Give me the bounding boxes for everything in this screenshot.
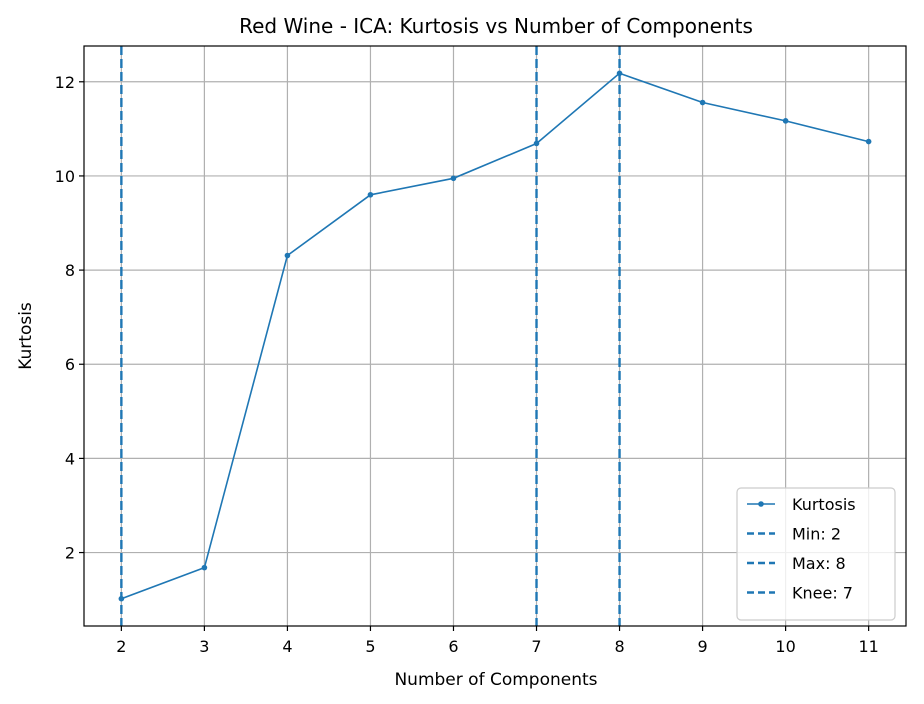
legend-item: Min: 2 xyxy=(747,525,841,544)
chart-title: Red Wine - ICA: Kurtosis vs Number of Co… xyxy=(239,14,753,38)
x-tick-label: 5 xyxy=(365,637,375,656)
y-axis-label: Kurtosis xyxy=(16,302,36,370)
x-axis: 2 3 4 5 6 7 8 9 10 11 xyxy=(116,626,879,656)
y-tick-label: 8 xyxy=(65,261,75,280)
y-tick-label: 6 xyxy=(65,355,75,374)
data-point xyxy=(367,191,374,198)
legend-item: Max: 8 xyxy=(747,554,846,573)
plot-frame xyxy=(83,45,907,627)
x-tick-label: 6 xyxy=(448,637,458,656)
y-tick-label: 12 xyxy=(55,73,75,92)
data-point xyxy=(201,564,208,571)
legend-label: Min: 2 xyxy=(792,525,841,544)
data-point xyxy=(865,138,872,145)
legend-label: Max: 8 xyxy=(792,554,846,573)
data-point xyxy=(616,70,623,77)
y-tick-label: 2 xyxy=(65,544,75,563)
legend-label: Knee: 7 xyxy=(792,584,853,603)
series-group xyxy=(118,70,872,602)
legend: Kurtosis Min: 2 Max: 8 Knee: 7 xyxy=(736,487,896,621)
legend-item: Knee: 7 xyxy=(747,584,853,603)
x-tick-label: 11 xyxy=(858,637,878,656)
data-point xyxy=(284,252,291,259)
data-point xyxy=(533,140,540,147)
data-point xyxy=(118,595,125,602)
legend-marker xyxy=(758,501,764,507)
legend-label: Kurtosis xyxy=(792,495,856,514)
data-point xyxy=(782,118,789,124)
x-tick-label: 9 xyxy=(697,637,707,656)
x-tick-label: 10 xyxy=(775,637,795,656)
series-line xyxy=(121,72,869,600)
x-tick-label: 3 xyxy=(199,637,209,656)
legend-box xyxy=(736,487,896,621)
x-tick-label: 4 xyxy=(282,637,292,656)
x-tick-label: 7 xyxy=(531,637,541,656)
data-point xyxy=(699,99,706,106)
y-axis: 2 4 6 8 10 12 xyxy=(55,73,84,563)
y-tick-label: 4 xyxy=(65,449,75,468)
x-tick-label: 2 xyxy=(116,637,126,656)
legend-item: Kurtosis xyxy=(747,495,856,514)
y-tick-label: 10 xyxy=(55,167,75,186)
x-tick-label: 8 xyxy=(614,637,624,656)
x-axis-label: Number of Components xyxy=(394,670,597,690)
data-point xyxy=(450,175,457,182)
